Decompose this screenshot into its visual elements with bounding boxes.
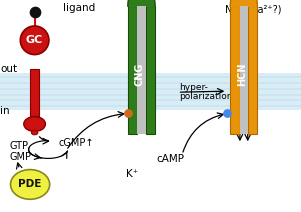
Bar <box>248 6 257 134</box>
Bar <box>128 6 137 134</box>
Text: in: in <box>0 106 10 116</box>
Polygon shape <box>128 0 155 6</box>
Text: out: out <box>0 64 17 74</box>
Text: polarization: polarization <box>179 92 233 101</box>
Text: GC: GC <box>26 35 43 45</box>
Bar <box>240 13 248 134</box>
Point <box>225 112 230 115</box>
Text: Na⁺/(Ca²⁺?): Na⁺/(Ca²⁺?) <box>225 4 281 14</box>
Bar <box>240 6 248 15</box>
Text: HCN: HCN <box>237 63 247 86</box>
Bar <box>146 6 155 134</box>
Text: GTP: GTP <box>9 141 28 151</box>
Polygon shape <box>230 0 257 6</box>
Bar <box>0 73 301 110</box>
Ellipse shape <box>11 170 50 199</box>
Bar <box>137 6 146 15</box>
Text: PDE: PDE <box>18 179 42 190</box>
Ellipse shape <box>24 117 45 131</box>
Ellipse shape <box>31 130 38 135</box>
Ellipse shape <box>20 26 49 55</box>
Text: cAMP: cAMP <box>156 154 184 164</box>
Bar <box>230 6 240 134</box>
Bar <box>137 13 146 134</box>
Point <box>32 10 37 13</box>
Bar <box>30 69 39 116</box>
Text: K⁺: K⁺ <box>126 169 138 179</box>
Text: ligand: ligand <box>63 3 95 14</box>
Text: hyper-: hyper- <box>179 84 208 92</box>
Text: CNG: CNG <box>135 63 145 86</box>
Text: GMP: GMP <box>9 152 31 162</box>
Text: cGMP↑: cGMP↑ <box>59 138 94 148</box>
Point <box>126 112 130 115</box>
